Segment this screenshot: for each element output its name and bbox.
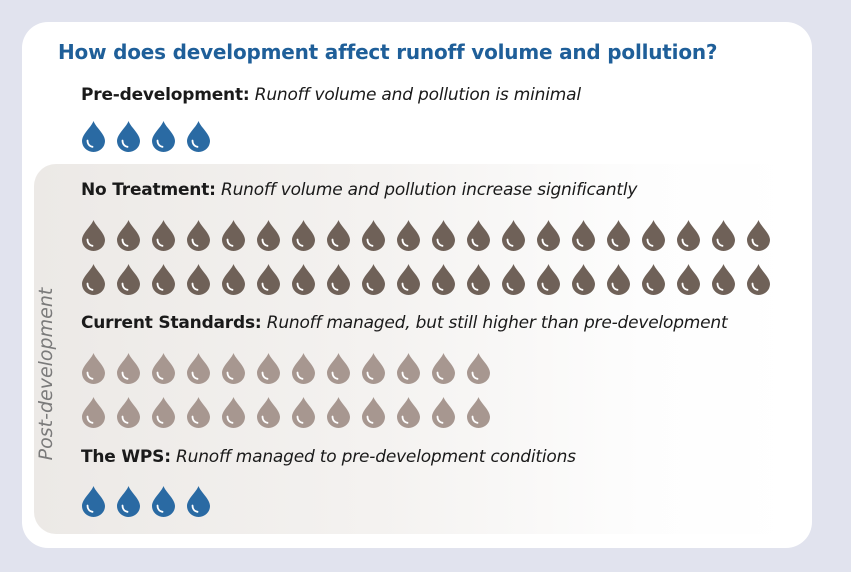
no-treatment-heading: No Treatment: Runoff volume and pollutio… (81, 180, 637, 200)
water-drop-icon (187, 486, 210, 517)
water-drop-icon (152, 264, 175, 295)
water-drop-icon (432, 397, 455, 428)
water-drop-icon (117, 486, 140, 517)
pre-development-name: Pre-development: (81, 85, 250, 105)
water-drop-icon (187, 121, 210, 152)
water-drop-icon (642, 264, 665, 295)
water-drop-icon (292, 220, 315, 251)
wps-description: Runoff managed to pre-development condit… (176, 447, 576, 467)
water-drop-icon (187, 353, 210, 384)
water-drop-icon (467, 397, 490, 428)
water-drop-icon (82, 264, 105, 295)
water-drop-icon (82, 353, 105, 384)
current-standards-description: Runoff managed, but still higher than pr… (266, 313, 728, 333)
water-drop-icon (82, 486, 105, 517)
water-drop-icon (432, 264, 455, 295)
water-drop-icon (747, 264, 770, 295)
infographic-title: How does development affect runoff volum… (58, 40, 718, 64)
water-drop-icon (712, 220, 735, 251)
water-drop-icon (187, 397, 210, 428)
water-drop-icon (397, 353, 420, 384)
water-drop-icon (117, 121, 140, 152)
water-drop-icon (82, 397, 105, 428)
water-drop-icon (607, 220, 630, 251)
current-standards-drops (80, 352, 500, 428)
water-drop-icon (572, 220, 595, 251)
water-drop-icon (152, 397, 175, 428)
water-drop-icon (117, 397, 140, 428)
water-drop-icon (467, 264, 490, 295)
water-drop-icon (327, 264, 350, 295)
water-drop-icon (572, 264, 595, 295)
post-development-label: Post-development (35, 287, 57, 461)
water-drop-icon (467, 220, 490, 251)
water-drop-icon (362, 353, 385, 384)
water-drop-icon (502, 220, 525, 251)
water-drop-icon (362, 397, 385, 428)
water-drop-icon (187, 264, 210, 295)
water-drop-icon (397, 220, 420, 251)
water-drop-icon (607, 264, 630, 295)
water-drop-icon (327, 220, 350, 251)
current-standards-heading: Current Standards: Runoff managed, but s… (81, 313, 728, 333)
wps-drops (80, 485, 220, 517)
water-drop-icon (222, 353, 245, 384)
water-drop-icon (152, 220, 175, 251)
water-drop-icon (327, 397, 350, 428)
water-drop-icon (397, 264, 420, 295)
water-drop-icon (152, 486, 175, 517)
no-treatment-name: No Treatment: (81, 180, 216, 200)
pre-development-description: Runoff volume and pollution is minimal (254, 85, 581, 105)
water-drop-icon (257, 220, 280, 251)
wps-heading: The WPS: Runoff managed to pre-developme… (81, 447, 576, 467)
water-drop-icon (362, 264, 385, 295)
water-drop-icon (642, 220, 665, 251)
water-drop-icon (152, 121, 175, 152)
water-drop-icon (432, 220, 455, 251)
current-standards-name: Current Standards: (81, 313, 262, 333)
water-drop-icon (432, 353, 455, 384)
water-drop-icon (82, 121, 105, 152)
water-drop-icon (82, 220, 105, 251)
water-drop-icon (222, 264, 245, 295)
water-drop-icon (222, 397, 245, 428)
wps-name: The WPS: (81, 447, 171, 467)
water-drop-icon (257, 264, 280, 295)
water-drop-icon (292, 264, 315, 295)
water-drop-icon (677, 220, 700, 251)
water-drop-icon (152, 353, 175, 384)
no-treatment-description: Runoff volume and pollution increase sig… (220, 180, 638, 200)
infographic-card: How does development affect runoff volum… (22, 22, 812, 548)
water-drop-icon (712, 264, 735, 295)
water-drop-icon (502, 264, 525, 295)
water-drop-icon (257, 397, 280, 428)
water-drop-icon (537, 220, 560, 251)
water-drop-icon (222, 220, 245, 251)
pre-development-heading: Pre-development: Runoff volume and pollu… (81, 85, 581, 105)
water-drop-icon (362, 220, 385, 251)
water-drop-icon (117, 220, 140, 251)
water-drop-icon (327, 353, 350, 384)
pre-development-drops (80, 120, 220, 152)
water-drop-icon (747, 220, 770, 251)
water-drop-icon (292, 353, 315, 384)
water-drop-icon (397, 397, 420, 428)
water-drop-icon (467, 353, 490, 384)
water-drop-icon (537, 264, 560, 295)
water-drop-icon (257, 353, 280, 384)
water-drop-icon (187, 220, 210, 251)
water-drop-icon (117, 264, 140, 295)
water-drop-icon (117, 353, 140, 384)
water-drop-icon (292, 397, 315, 428)
no-treatment-drops (80, 219, 780, 295)
water-drop-icon (677, 264, 700, 295)
